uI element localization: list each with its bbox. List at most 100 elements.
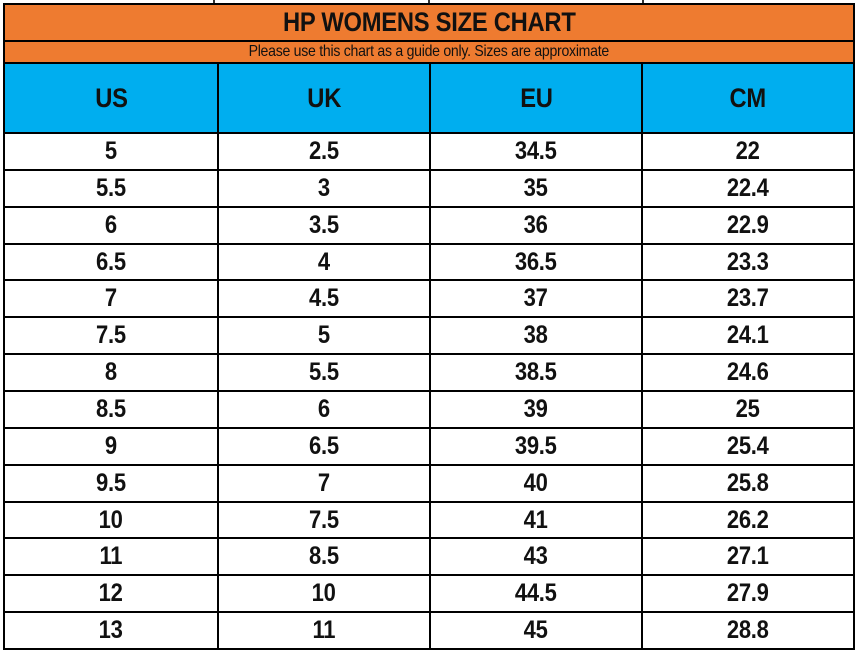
table-row: 13 11 45 28.8: [5, 611, 853, 649]
size-cell: 25: [641, 392, 853, 427]
cell-text: 25.8: [727, 468, 769, 497]
size-cell: 27.9: [641, 576, 853, 612]
size-cell: 12: [5, 576, 217, 611]
table-row: 8.5 6 39 25: [5, 390, 853, 427]
cell-text: 39.5: [515, 431, 557, 460]
cell-text: 28.8: [727, 616, 769, 645]
size-cell: 7.5: [217, 502, 429, 538]
cell-text: 7.5: [96, 321, 126, 350]
cell-text: EU: [519, 82, 553, 113]
size-cell: 23.3: [641, 244, 853, 280]
table-row: 6.5 4 36.5 23.3: [5, 242, 853, 280]
size-cell: 2.5: [217, 134, 429, 169]
size-cell: 38: [429, 318, 641, 354]
cell-text: 27.9: [727, 579, 769, 608]
size-cell: 9: [5, 429, 217, 464]
size-cell: 40: [429, 465, 641, 501]
table-body: 5 2.5 34.5 22 5.5 3 35 22.4 6 3.5 36 22.9 6.5 4 36.5 23…: [5, 132, 853, 649]
table-row: 9.5 7 40 25.8: [5, 463, 853, 501]
gridline-tick: [213, 0, 215, 4]
size-cell: 25.4: [641, 428, 853, 464]
size-cell: 25.8: [641, 465, 853, 501]
size-cell: 39: [429, 392, 641, 427]
size-cell: 41: [429, 502, 641, 538]
cell-text: 11: [99, 542, 123, 571]
size-cell: 36.5: [429, 244, 641, 280]
cell-text: US: [94, 82, 128, 113]
size-cell: 7: [5, 281, 217, 316]
table-row: 6 3.5 36 22.9: [5, 205, 853, 243]
size-cell: 7.5: [5, 318, 217, 353]
cell-text: 45: [524, 616, 548, 645]
cell-text: CM: [729, 82, 767, 113]
cell-text: 25.4: [727, 431, 769, 460]
size-cell: 5.5: [217, 355, 429, 391]
size-cell: 22.4: [641, 170, 853, 206]
cell-text: 38.5: [515, 358, 557, 387]
cell-text: 22.9: [727, 210, 769, 239]
table-row: 10 7.5 41 26.2: [5, 500, 853, 538]
size-cell: 4.5: [217, 281, 429, 317]
cell-text: 7.5: [309, 505, 339, 534]
cell-text: 27.1: [727, 542, 769, 571]
size-cell: 5.5: [5, 171, 217, 206]
cell-text: 7: [318, 468, 330, 497]
cell-text: 9.5: [96, 468, 126, 497]
size-cell: 4: [217, 244, 429, 280]
size-cell: 10: [5, 503, 217, 538]
gridline-tick: [642, 0, 644, 4]
cell-text: 24.1: [727, 321, 769, 350]
size-cell: 7: [217, 465, 429, 501]
size-cell: 22: [641, 134, 853, 169]
cell-text: 23.7: [727, 284, 769, 313]
cell-text: 44.5: [515, 579, 557, 608]
cell-text: 26.2: [727, 505, 769, 534]
cell-text: 35: [524, 173, 548, 202]
size-cell: 8: [5, 355, 217, 390]
size-cell: 43: [429, 539, 641, 575]
chart-title-bar: HP WOMENS SIZE CHART: [5, 5, 853, 40]
size-cell: 6.5: [217, 428, 429, 464]
size-cell: 8.5: [5, 392, 217, 427]
size-cell: 24.1: [641, 318, 853, 354]
cell-text: 6.5: [96, 247, 126, 276]
cell-text: 12: [99, 579, 123, 608]
table-row: 7.5 5 38 24.1: [5, 316, 853, 354]
cell-text: 3.5: [309, 210, 339, 239]
column-header-us: US: [5, 64, 217, 132]
size-cell: 3: [217, 170, 429, 206]
cell-text: 39: [524, 394, 548, 423]
table-row: 12 10 44.5 27.9: [5, 574, 853, 612]
size-cell: 5: [5, 134, 217, 169]
size-cell: 37: [429, 281, 641, 317]
size-cell: 6.5: [5, 245, 217, 280]
size-cell: 11: [5, 539, 217, 574]
chart-subtitle-bar: Please use this chart as a guide only. S…: [5, 40, 853, 62]
size-cell: 10: [217, 576, 429, 612]
cell-text: 9: [105, 431, 117, 460]
size-cell: 36: [429, 207, 641, 243]
size-cell: 3.5: [217, 207, 429, 243]
cell-text: 3: [318, 173, 330, 202]
size-cell: 27.1: [641, 539, 853, 575]
table-row: 9 6.5 39.5 25.4: [5, 426, 853, 464]
size-cell: 22.9: [641, 207, 853, 243]
cell-text: 25: [736, 394, 760, 423]
size-cell: 23.7: [641, 281, 853, 317]
cell-text: 40: [524, 468, 548, 497]
size-cell: 44.5: [429, 576, 641, 612]
cell-text: 6.5: [309, 431, 339, 460]
cell-text: 43: [524, 542, 548, 571]
cell-text: 11: [312, 616, 336, 645]
cell-text: 36.5: [515, 247, 557, 276]
cell-text: 5.5: [309, 358, 339, 387]
cell-text: 13: [99, 616, 123, 645]
cell-text: 10: [312, 579, 336, 608]
column-header-cm: CM: [641, 64, 853, 132]
cell-text: 6: [318, 394, 330, 423]
column-header-uk: UK: [217, 64, 429, 132]
cell-text: 5: [318, 321, 330, 350]
cell-text: 22.4: [727, 173, 769, 202]
size-cell: 26.2: [641, 502, 853, 538]
